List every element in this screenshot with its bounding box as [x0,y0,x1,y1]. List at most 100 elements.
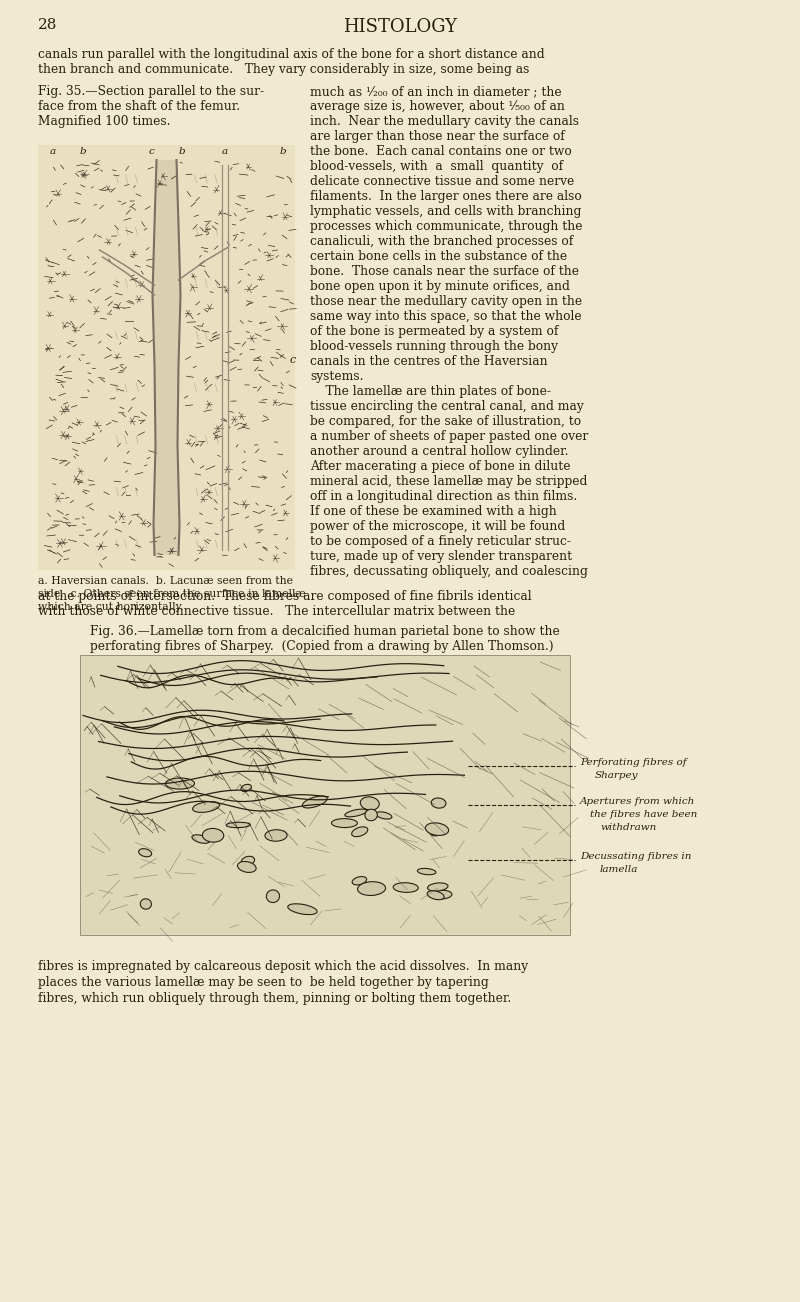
Ellipse shape [345,809,367,816]
Text: Magnified 100 times.: Magnified 100 times. [38,115,170,128]
Ellipse shape [430,828,442,836]
Text: fibres is impregnated by calcareous deposit which the acid dissolves.  In many: fibres is impregnated by calcareous depo… [38,960,528,973]
Text: Decussating fibres in: Decussating fibres in [580,852,691,861]
Ellipse shape [331,819,358,828]
Text: at the points of intersection.  These fibres are composed of fine fibrils identi: at the points of intersection. These fib… [38,590,532,603]
Ellipse shape [241,857,254,866]
Text: Sharpey: Sharpey [595,771,638,780]
Ellipse shape [266,891,279,902]
Text: certain bone cells in the substance of the: certain bone cells in the substance of t… [310,250,567,263]
Ellipse shape [226,823,250,828]
Text: a number of sheets of paper pasted one over: a number of sheets of paper pasted one o… [310,430,588,443]
Text: Perforating fibres of: Perforating fibres of [580,758,686,767]
Text: HISTOLOGY: HISTOLOGY [343,18,457,36]
Text: perforating fibres of Sharpey.  (Copied from a drawing by Allen Thomson.): perforating fibres of Sharpey. (Copied f… [90,641,554,654]
Ellipse shape [376,812,392,819]
Text: tissue encircling the central canal, and may: tissue encircling the central canal, and… [310,400,584,413]
Text: c: c [149,147,154,156]
Ellipse shape [365,810,378,820]
Text: side.  c. Others seen from the surface in lamellæ: side. c. Others seen from the surface in… [38,589,306,599]
Text: The lamellæ are thin plates of bone-: The lamellæ are thin plates of bone- [310,385,551,398]
Text: canals in the centres of the Haversian: canals in the centres of the Haversian [310,355,548,368]
Ellipse shape [288,904,317,914]
Text: face from the shaft of the femur.: face from the shaft of the femur. [38,100,240,113]
Text: If one of these be examined with a high: If one of these be examined with a high [310,505,557,518]
Ellipse shape [138,849,152,857]
Polygon shape [153,296,181,365]
Ellipse shape [192,835,210,844]
Polygon shape [154,365,178,445]
Text: off in a longitudinal direction as thin films.: off in a longitudinal direction as thin … [310,490,578,503]
Text: average size is, however, about ¹⁄₅₀₀ of an: average size is, however, about ¹⁄₅₀₀ of… [310,100,565,113]
Text: those near the medullary cavity open in the: those near the medullary cavity open in … [310,296,582,309]
Ellipse shape [166,779,194,789]
Ellipse shape [238,862,256,872]
Ellipse shape [202,828,224,842]
Text: a: a [50,147,56,156]
Text: a. Haversian canals.  b. Lacunæ seen from the: a. Haversian canals. b. Lacunæ seen from… [38,575,293,586]
Text: the fibres have been: the fibres have been [590,810,698,819]
Text: ture, made up of very slender transparent: ture, made up of very slender transparen… [310,549,572,562]
Text: another around a central hollow cylinder.: another around a central hollow cylinder… [310,445,569,458]
Text: delicate connective tissue and some nerve: delicate connective tissue and some nerv… [310,174,574,187]
Text: blood-vessels, with  a  small  quantity  of: blood-vessels, with a small quantity of [310,160,563,173]
Ellipse shape [193,802,219,812]
Text: fibres, decussating obliquely, and coalescing: fibres, decussating obliquely, and coale… [310,565,588,578]
Text: processes which communicate, through the: processes which communicate, through the [310,220,582,233]
Text: power of the microscope, it will be found: power of the microscope, it will be foun… [310,519,566,533]
Text: Fig. 36.—Lamellæ torn from a decalcified human parietal bone to show the: Fig. 36.—Lamellæ torn from a decalcified… [90,625,560,638]
Ellipse shape [241,784,251,792]
Polygon shape [154,445,179,525]
Text: places the various lamellæ may be seen to  be held together by tapering: places the various lamellæ may be seen t… [38,976,489,990]
Ellipse shape [358,881,386,896]
Text: filaments.  In the larger ones there are also: filaments. In the larger ones there are … [310,190,582,203]
Text: a: a [222,147,227,156]
Text: the bone.  Each canal contains one or two: the bone. Each canal contains one or two [310,145,572,158]
Ellipse shape [427,891,444,900]
Text: b: b [80,147,86,156]
Text: are larger than those near the surface of: are larger than those near the surface o… [310,130,565,143]
Text: with those of white connective tissue.   The intercellular matrix between the: with those of white connective tissue. T… [38,605,515,618]
Text: same way into this space, so that the whole: same way into this space, so that the wh… [310,310,582,323]
Text: canaliculi, with the branched processes of: canaliculi, with the branched processes … [310,234,574,247]
Ellipse shape [302,796,327,809]
Ellipse shape [418,868,436,875]
Text: mineral acid, these lamellæ may be stripped: mineral acid, these lamellæ may be strip… [310,475,587,488]
Text: lymphatic vessels, and cells with branching: lymphatic vessels, and cells with branch… [310,204,582,217]
Ellipse shape [427,883,448,891]
Text: canals run parallel with the longitudinal axis of the bone for a short distance : canals run parallel with the longitudina… [38,48,545,61]
Text: Fig. 35.—Section parallel to the sur-: Fig. 35.—Section parallel to the sur- [38,85,264,98]
Text: 28: 28 [38,18,58,33]
Ellipse shape [352,827,368,837]
Text: lamella: lamella [600,865,638,874]
Text: b: b [280,147,286,156]
Text: much as ¹⁄₂₀₀ of an inch in diameter ; the: much as ¹⁄₂₀₀ of an inch in diameter ; t… [310,85,562,98]
Ellipse shape [431,798,446,809]
Text: be compared, for the sake of illustration, to: be compared, for the sake of illustratio… [310,415,581,428]
Text: withdrawn: withdrawn [600,823,656,832]
Text: Apertures from which: Apertures from which [580,797,695,806]
Text: of the bone is permeated by a system of: of the bone is permeated by a system of [310,326,558,339]
Text: fibres, which run obliquely through them, pinning or bolting them together.: fibres, which run obliquely through them… [38,992,511,1005]
Ellipse shape [360,797,379,810]
Text: blood-vessels running through the bony: blood-vessels running through the bony [310,340,558,353]
Ellipse shape [352,876,366,885]
Text: bone open upon it by minute orifices, and: bone open upon it by minute orifices, an… [310,280,570,293]
Polygon shape [153,225,181,296]
Text: b: b [178,147,185,156]
Bar [80,655,570,935]
Text: which are cut horizontally.: which are cut horizontally. [38,602,184,612]
Text: bone.  Those canals near the surface of the: bone. Those canals near the surface of t… [310,266,579,279]
Text: to be composed of a finely reticular struc-: to be composed of a finely reticular str… [310,535,571,548]
Polygon shape [154,160,178,225]
Text: then branch and communicate.   They vary considerably in size, some being as: then branch and communicate. They vary c… [38,62,530,76]
Ellipse shape [140,898,151,909]
Text: After macerating a piece of bone in dilute: After macerating a piece of bone in dilu… [310,460,570,473]
Text: c: c [290,355,296,365]
Bar [38,145,295,570]
Ellipse shape [265,829,287,841]
Ellipse shape [426,823,449,836]
Ellipse shape [393,883,418,892]
Polygon shape [154,525,179,555]
Text: inch.  Near the medullary cavity the canals: inch. Near the medullary cavity the cana… [310,115,579,128]
